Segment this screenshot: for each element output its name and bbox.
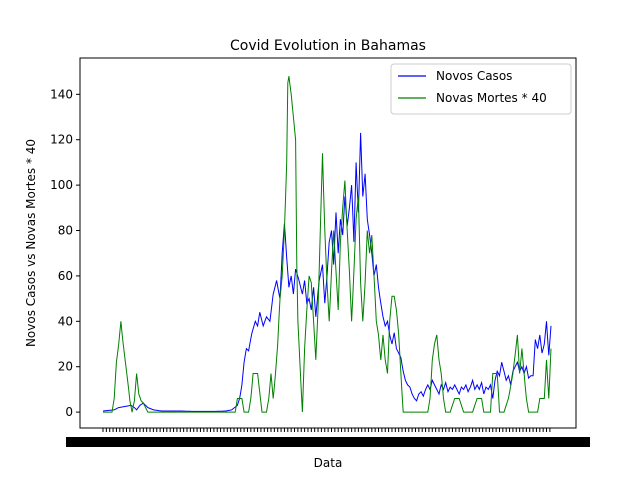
legend-entry: Novas Mortes * 40 <box>436 91 547 105</box>
legend-box <box>390 63 572 115</box>
y-tick-label: 140 <box>50 87 73 101</box>
y-tick-label: 100 <box>50 178 73 192</box>
chart-title: Covid Evolution in Bahamas <box>230 38 426 54</box>
y-tick-label: 0 <box>65 405 73 419</box>
x-tick-labels-overlap <box>66 437 590 447</box>
legend-entry: Novos Casos <box>436 69 512 83</box>
x-axis <box>66 428 590 447</box>
y-tick-label: 20 <box>58 360 73 374</box>
plot-area <box>102 76 552 413</box>
legend: Novos Casos Novas Mortes * 40 <box>390 63 572 115</box>
y-axis: 0 20 40 60 80 100 120 140 <box>50 87 80 419</box>
x-axis-label: Data <box>314 456 343 470</box>
y-tick-label: 120 <box>50 133 73 147</box>
y-tick-label: 40 <box>58 314 73 328</box>
series-line <box>103 76 552 413</box>
y-tick-label: 80 <box>58 224 73 238</box>
y-axis-label: Novos Casos vs Novas Mortes * 40 <box>24 139 38 347</box>
y-tick-label: 60 <box>58 269 73 283</box>
